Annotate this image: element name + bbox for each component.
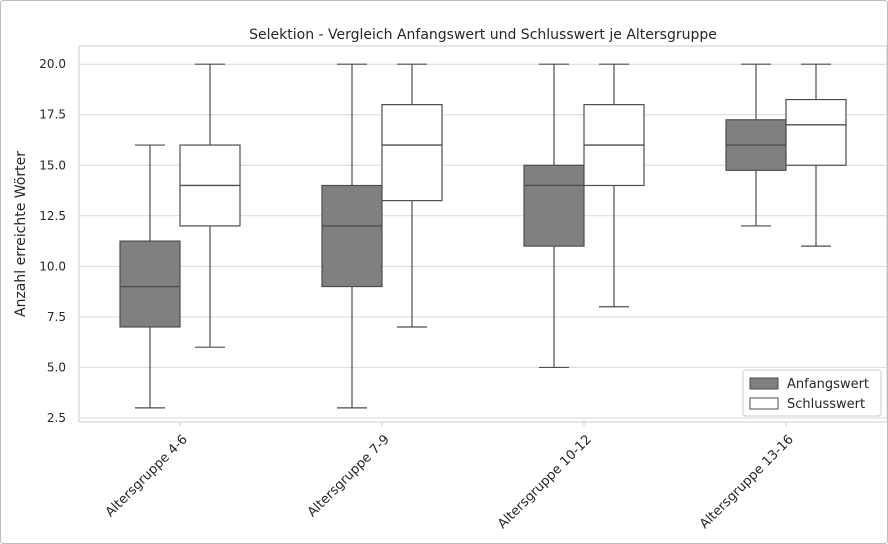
box-anfangswert-2: [321, 63, 383, 409]
iqr-box: [321, 184, 383, 288]
y-tick-labels: 2.5 5.0 7.5 10.0 12.5 15.0 17.5 20.0: [39, 57, 66, 425]
y-tick-label: 10.0: [39, 259, 66, 273]
y-tick-label: 12.5: [39, 209, 66, 223]
iqr-box: [119, 240, 181, 328]
legend-swatch-anfangswert: [749, 377, 779, 390]
legend-swatch-schlusswert: [749, 397, 779, 410]
y-tick-label: 2.5: [47, 411, 66, 425]
box-schlusswert-3: [583, 63, 645, 308]
x-tick-label: Altersgruppe 13-16: [697, 432, 797, 532]
x-tick-label: Altersgruppe 4-6: [103, 432, 191, 520]
y-tick-label: 15.0: [39, 158, 66, 172]
y-tick-label: 5.0: [47, 360, 66, 374]
box-schlusswert-1: [179, 63, 241, 348]
boxes: [119, 63, 847, 409]
y-tick-label: 7.5: [47, 310, 66, 324]
iqr-box: [523, 164, 585, 247]
box-schlusswert-2: [381, 63, 443, 328]
y-tick-label: 17.5: [39, 108, 66, 122]
box-anfangswert-3: [523, 63, 585, 369]
box-schlusswert-4: [785, 63, 847, 247]
x-tick-label: Altersgruppe 7-9: [305, 432, 393, 520]
chart-title: Selektion - Vergleich Anfangswert und Sc…: [249, 27, 717, 43]
x-tick-label: Altersgruppe 10-12: [495, 432, 595, 532]
y-tick-label: 20.0: [39, 57, 66, 71]
legend-label-anfangswert: Anfangswert: [787, 377, 869, 392]
x-tick-labels: Altersgruppe 4-6 Altersgruppe 7-9 Altersgr…: [103, 422, 797, 532]
iqr-box: [381, 104, 443, 202]
iqr-box: [785, 98, 847, 166]
legend-label-schlusswert: Schlusswert: [787, 397, 865, 412]
legend: Anfangswert Schlusswert: [742, 369, 882, 417]
gridlines: [78, 45, 887, 423]
y-axis-label: Anzahl erreichte Wörter: [13, 151, 29, 317]
box-anfangswert-4: [725, 63, 787, 227]
box-anfangswert-1: [119, 144, 181, 409]
plot-area: [78, 45, 887, 423]
